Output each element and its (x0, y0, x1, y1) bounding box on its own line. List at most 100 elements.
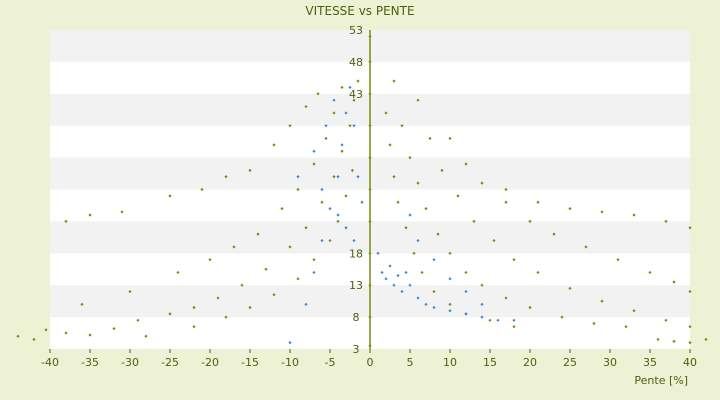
data-point (44, 328, 48, 332)
x-tick-label: -40 (41, 356, 59, 369)
data-point (624, 325, 628, 329)
data-point (340, 85, 344, 90)
data-point (416, 181, 420, 185)
data-point (384, 111, 388, 115)
data-point (448, 277, 452, 281)
data-point (16, 334, 20, 338)
y-axis-ticks: 3 8 13 18 43 48 53 (349, 24, 363, 356)
data-point (480, 302, 484, 306)
data-point (356, 175, 360, 179)
data-point (344, 226, 348, 230)
data-point (688, 226, 692, 230)
x-tick-label: 35 (643, 356, 657, 369)
data-point (432, 258, 436, 262)
data-point (448, 251, 452, 255)
data-point (568, 207, 572, 211)
data-point (328, 207, 332, 211)
data-point (504, 200, 508, 204)
data-point (316, 92, 320, 96)
data-point (380, 270, 384, 275)
data-point (344, 111, 348, 115)
data-point (404, 226, 408, 230)
data-point (528, 219, 532, 223)
data-point (688, 341, 692, 345)
data-point (348, 124, 352, 128)
data-point (304, 104, 308, 109)
data-point (428, 136, 432, 141)
data-point (632, 309, 636, 313)
data-point (448, 302, 452, 306)
data-point (440, 168, 444, 172)
data-point (352, 238, 356, 243)
data-point (356, 79, 360, 83)
data-point (412, 251, 416, 255)
x-tick-label: -25 (161, 356, 179, 369)
data-point (512, 318, 516, 322)
data-point (408, 156, 412, 160)
data-point (208, 258, 212, 262)
data-point (232, 245, 236, 249)
data-point (672, 339, 676, 343)
data-point (360, 200, 364, 204)
data-point (304, 302, 308, 306)
data-point (400, 289, 404, 294)
x-tick-label: -20 (201, 356, 219, 369)
data-point (464, 162, 468, 166)
series-layer (16, 34, 708, 348)
data-point (304, 226, 308, 230)
data-point (88, 333, 92, 337)
data-point (552, 232, 556, 236)
data-point (464, 270, 468, 275)
data-point (632, 213, 636, 217)
data-point (568, 286, 572, 290)
data-point (280, 207, 284, 211)
series-1 (288, 85, 516, 345)
data-point (240, 283, 244, 287)
data-point (408, 213, 412, 217)
data-point (352, 98, 356, 102)
data-point (688, 289, 692, 294)
data-point (192, 325, 196, 329)
data-point (664, 318, 668, 322)
data-point (192, 305, 196, 310)
data-point (224, 175, 228, 179)
data-point (256, 232, 260, 236)
data-point (600, 299, 604, 303)
y-tick-label: 53 (349, 24, 363, 37)
data-point (688, 325, 692, 329)
data-point (560, 315, 564, 319)
data-point (504, 187, 508, 192)
data-point (388, 143, 392, 147)
data-point (528, 305, 532, 310)
data-point (464, 312, 468, 316)
data-point (592, 321, 596, 326)
data-point (200, 187, 204, 192)
x-tick-label: 10 (443, 356, 457, 369)
data-point (312, 149, 316, 153)
data-point (584, 245, 588, 249)
data-point (664, 219, 668, 223)
data-point (312, 258, 316, 262)
x-tick-label: 5 (407, 356, 414, 369)
data-point (488, 318, 492, 322)
data-point (416, 296, 420, 300)
data-point (424, 302, 428, 306)
x-tick-label: -15 (241, 356, 259, 369)
data-point (312, 162, 316, 166)
data-point (176, 270, 180, 275)
data-point (416, 238, 420, 243)
data-point (332, 111, 336, 115)
data-point (80, 302, 84, 306)
data-point (448, 136, 452, 141)
y-tick-label: 13 (349, 279, 363, 292)
data-point (64, 219, 68, 223)
chart-title: VITESSE vs PENTE (305, 4, 414, 18)
data-point (348, 85, 352, 90)
data-point (336, 175, 340, 179)
data-point (456, 194, 460, 198)
data-point (128, 289, 132, 294)
data-point (408, 283, 412, 287)
y-tick-label: 3 (353, 343, 360, 356)
